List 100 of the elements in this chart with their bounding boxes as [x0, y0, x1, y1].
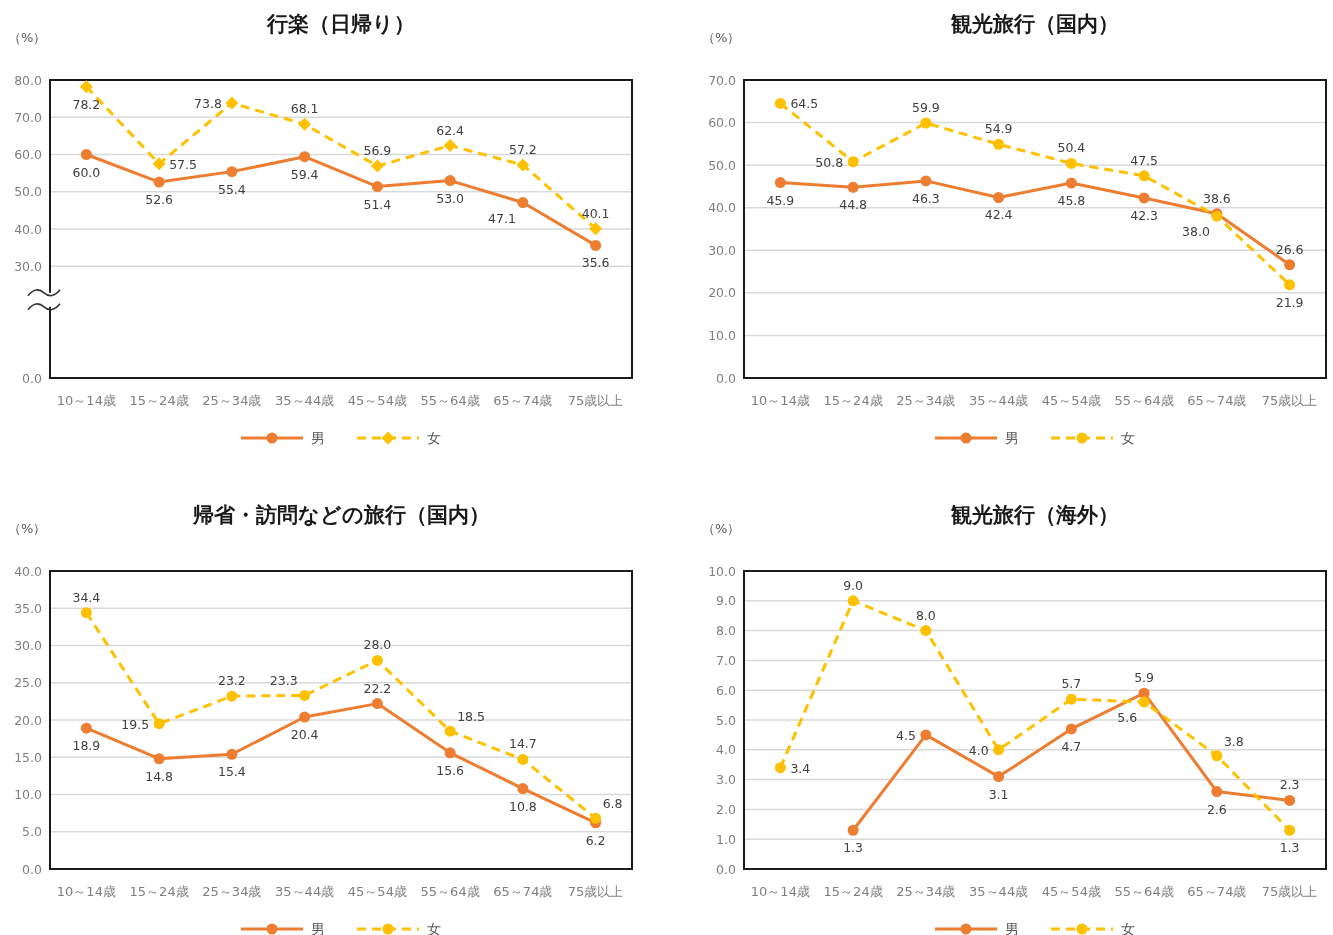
- y-tick-label: 2.0: [716, 801, 737, 817]
- chart-title: 帰省・訪問などの旅行（国内）: [191, 503, 490, 527]
- point: [847, 181, 859, 193]
- y-tick-label: 6.0: [716, 682, 737, 698]
- point: [299, 711, 311, 723]
- x-tick-label: 35～44歳: [969, 393, 1029, 408]
- data-label: 21.9: [1275, 294, 1304, 310]
- point: [80, 722, 92, 734]
- data-label: 2.6: [1206, 801, 1227, 817]
- point: [1138, 192, 1150, 204]
- point: [1138, 696, 1150, 708]
- data-label: 46.3: [911, 190, 940, 206]
- data-label: 47.5: [1130, 152, 1159, 168]
- x-tick-label: 35～44歳: [969, 884, 1029, 899]
- x-tick-label: 10～14歳: [750, 884, 810, 899]
- data-label: 15.6: [436, 762, 465, 778]
- legend-label: 女: [427, 430, 441, 446]
- x-tick-label: 65～74歳: [493, 393, 553, 408]
- data-label: 3.8: [1223, 733, 1244, 749]
- x-tick-label: 75歳以上: [567, 884, 624, 899]
- point: [299, 151, 311, 163]
- data-label: 2.3: [1279, 777, 1300, 793]
- point: [516, 158, 530, 172]
- point: [1284, 794, 1296, 806]
- data-label: 14.7: [508, 736, 537, 752]
- data-label: 45.9: [766, 192, 795, 208]
- y-tick-label: 7.0: [716, 652, 737, 668]
- x-tick-label: 10～14歳: [56, 884, 116, 899]
- point: [226, 690, 238, 702]
- x-tick-label: 55～64歳: [1114, 393, 1174, 408]
- data-label: 18.5: [457, 709, 485, 725]
- data-label: 10.8: [508, 798, 537, 814]
- x-tick-label: 25～34歳: [896, 393, 956, 408]
- data-label: 3.4: [790, 760, 811, 776]
- point: [1065, 177, 1077, 189]
- point: [443, 139, 457, 153]
- data-label: 6.2: [585, 832, 606, 848]
- data-label: 34.4: [72, 589, 101, 605]
- y-tick-label: 20.0: [708, 285, 737, 301]
- point: [370, 159, 384, 173]
- x-tick-label: 25～34歳: [202, 884, 262, 899]
- data-label: 9.0: [843, 577, 864, 593]
- data-label: 62.4: [436, 122, 465, 138]
- data-label: 50.8: [815, 154, 844, 170]
- data-label: 60.0: [72, 164, 101, 180]
- legend-label: 女: [427, 921, 441, 935]
- data-label: 1.3: [1279, 840, 1300, 856]
- data-label: 18.9: [72, 738, 101, 754]
- point: [589, 222, 603, 236]
- point: [1138, 170, 1150, 182]
- point: [920, 117, 932, 129]
- data-label: 50.4: [1057, 140, 1086, 156]
- legend-label: 男: [311, 921, 325, 935]
- data-label: 5.7: [1061, 676, 1082, 692]
- point: [847, 156, 859, 168]
- data-label: 4.5: [895, 727, 916, 743]
- point: [153, 718, 165, 730]
- data-label: 73.8: [194, 96, 222, 112]
- point: [1284, 824, 1296, 836]
- y-tick-label: 0.0: [716, 861, 737, 877]
- data-label: 40.1: [581, 205, 610, 221]
- data-label: 56.9: [363, 143, 392, 159]
- point: [774, 177, 786, 189]
- point: [517, 783, 529, 795]
- data-label: 52.6: [145, 192, 174, 208]
- point: [1065, 693, 1077, 705]
- point: [80, 607, 92, 619]
- x-tick-label: 55～64歳: [1114, 884, 1174, 899]
- y-tick-label: 50.0: [14, 184, 43, 200]
- data-label: 42.4: [984, 207, 1013, 223]
- point: [993, 771, 1005, 783]
- data-label: 44.8: [839, 197, 868, 213]
- point: [1284, 259, 1296, 271]
- y-tick-label: 60.0: [708, 115, 737, 131]
- data-label: 22.2: [363, 680, 392, 696]
- y-tick-label: 70.0: [708, 72, 737, 88]
- legend-label: 女: [1121, 430, 1135, 446]
- point: [153, 753, 165, 765]
- y-tick-label: 1.0: [716, 831, 737, 847]
- data-label: 45.8: [1057, 193, 1086, 209]
- x-tick-label: 45～54歳: [347, 393, 407, 408]
- point: [920, 175, 932, 187]
- x-tick-label: 15～24歳: [129, 884, 189, 899]
- x-tick-label: 45～54歳: [1041, 393, 1101, 408]
- y-tick-label: 80.0: [14, 72, 43, 88]
- data-label: 55.4: [217, 181, 246, 197]
- point: [371, 654, 383, 666]
- y-tick-label: 60.0: [14, 147, 43, 162]
- data-label: 14.8: [145, 768, 174, 784]
- x-tick-label: 35～44歳: [275, 393, 335, 408]
- x-tick-label: 25～34歳: [202, 393, 262, 408]
- y-axis-title: （%）: [702, 521, 741, 536]
- y-tick-label: 15.0: [14, 749, 43, 765]
- chart-title: 行楽（日帰り）: [266, 12, 415, 36]
- point: [993, 192, 1005, 203]
- data-label: 51.4: [363, 196, 392, 212]
- y-tick-label: 70.0: [14, 109, 43, 125]
- point: [774, 97, 786, 109]
- x-tick-label: 65～74歳: [493, 884, 553, 899]
- y-tick-label: 0.0: [22, 370, 43, 386]
